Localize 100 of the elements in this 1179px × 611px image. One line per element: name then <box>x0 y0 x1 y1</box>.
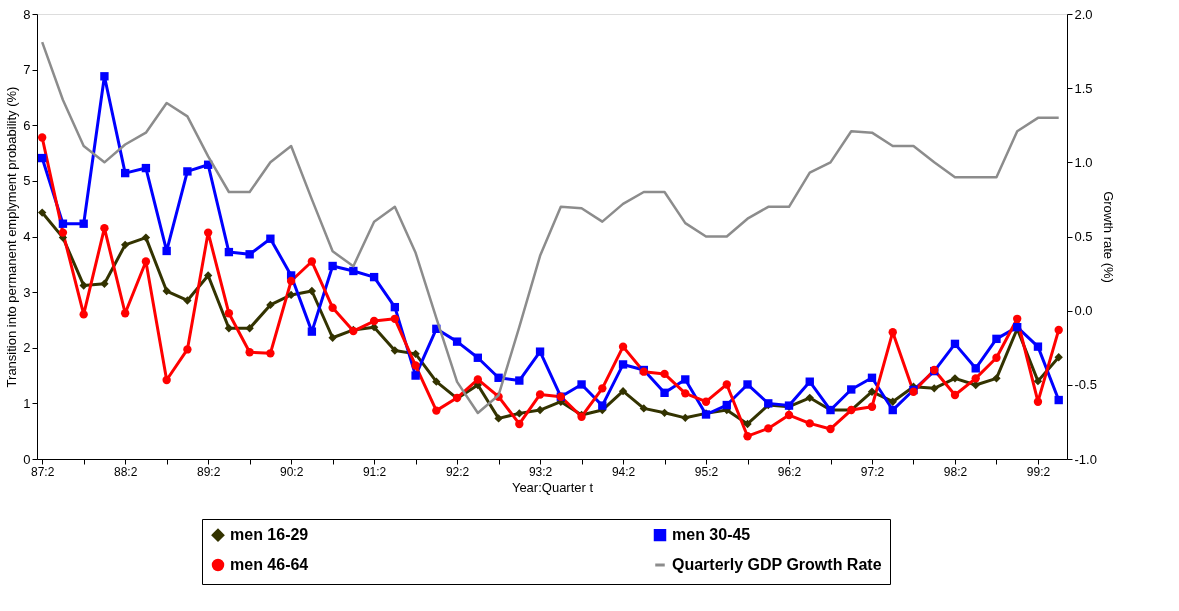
point <box>971 374 980 383</box>
point <box>183 345 192 354</box>
point <box>328 303 337 312</box>
point <box>245 324 254 333</box>
point <box>183 296 192 305</box>
point <box>888 397 897 406</box>
point <box>473 353 483 362</box>
point <box>950 390 960 400</box>
point <box>494 414 503 423</box>
point <box>79 310 88 319</box>
point <box>743 380 752 389</box>
point <box>784 410 794 420</box>
point <box>598 401 607 410</box>
point <box>79 219 88 228</box>
point <box>266 234 275 243</box>
x-tick-label: 95:2 <box>694 464 719 479</box>
point <box>618 360 628 369</box>
point <box>369 316 379 326</box>
point <box>369 272 379 282</box>
point <box>224 247 234 257</box>
point <box>411 349 420 359</box>
point <box>100 279 109 288</box>
point <box>58 219 68 228</box>
point <box>764 424 773 433</box>
point <box>307 257 317 266</box>
legend-label: men 30-45 <box>672 526 751 544</box>
point <box>639 404 648 413</box>
point <box>141 163 151 173</box>
point <box>1054 325 1063 335</box>
point <box>224 309 234 318</box>
point <box>494 373 503 382</box>
y-tick-label: 7 <box>23 62 31 78</box>
point <box>867 402 877 411</box>
point <box>349 266 358 276</box>
point <box>535 390 545 399</box>
x-tick-label: 93:2 <box>528 464 553 479</box>
point <box>618 386 628 396</box>
point <box>577 380 586 389</box>
point <box>681 375 690 384</box>
point <box>992 353 1001 362</box>
point <box>100 72 109 81</box>
y-tick-label: 4 <box>23 229 31 244</box>
point <box>950 339 960 349</box>
point <box>38 208 47 217</box>
point <box>203 271 213 280</box>
point <box>660 369 669 379</box>
x-tick-label: 87:2 <box>31 464 55 479</box>
point <box>515 409 524 418</box>
point <box>805 419 814 428</box>
x-tick-label: 97:2 <box>860 464 885 479</box>
y2-tick-label: 1.0 <box>1074 154 1093 170</box>
point <box>847 385 856 394</box>
x-tick-label: 89:2 <box>196 464 221 479</box>
point <box>390 302 400 312</box>
point <box>286 276 296 286</box>
point <box>867 373 877 382</box>
y-tick-label: 2 <box>23 340 31 356</box>
point <box>390 346 400 355</box>
point <box>598 384 607 393</box>
y2-tick-label: 0.5 <box>1074 229 1093 244</box>
x-axis-title: Year:Quarter t <box>511 479 594 495</box>
y-tick-label: 3 <box>23 284 31 300</box>
point <box>867 387 877 396</box>
point <box>432 377 441 386</box>
point <box>120 168 130 178</box>
y2-tick-label: 2.0 <box>1074 6 1093 22</box>
point <box>681 389 690 398</box>
legend-label: Quarterly GDP Growth Rate <box>672 556 882 573</box>
point <box>100 223 109 233</box>
point <box>660 408 669 418</box>
x-tick-label: 90:2 <box>279 464 304 479</box>
legend-label: men 16-29 <box>230 526 309 544</box>
point <box>286 290 296 300</box>
point <box>266 300 275 310</box>
point <box>660 388 669 397</box>
point <box>120 240 130 250</box>
legend-label: men 46-64 <box>230 556 309 573</box>
point <box>1033 342 1043 351</box>
point <box>743 432 752 441</box>
y2-tick-label: -1.0 <box>1074 451 1097 467</box>
point <box>473 375 483 384</box>
point <box>162 286 171 296</box>
point <box>618 342 628 351</box>
x-tick-label: 88:2 <box>113 464 138 479</box>
point <box>390 314 400 323</box>
point <box>826 424 835 434</box>
point <box>328 261 337 271</box>
y2-tick-label: -0.5 <box>1074 377 1097 393</box>
point <box>701 397 711 406</box>
point <box>411 361 420 370</box>
point <box>203 228 213 237</box>
point <box>515 376 524 385</box>
point <box>722 400 731 410</box>
point <box>992 334 1001 344</box>
point <box>535 405 545 415</box>
point <box>888 328 897 337</box>
point <box>120 309 130 318</box>
point <box>183 167 192 176</box>
y-tick-label: 0 <box>23 451 31 467</box>
point <box>245 250 254 259</box>
